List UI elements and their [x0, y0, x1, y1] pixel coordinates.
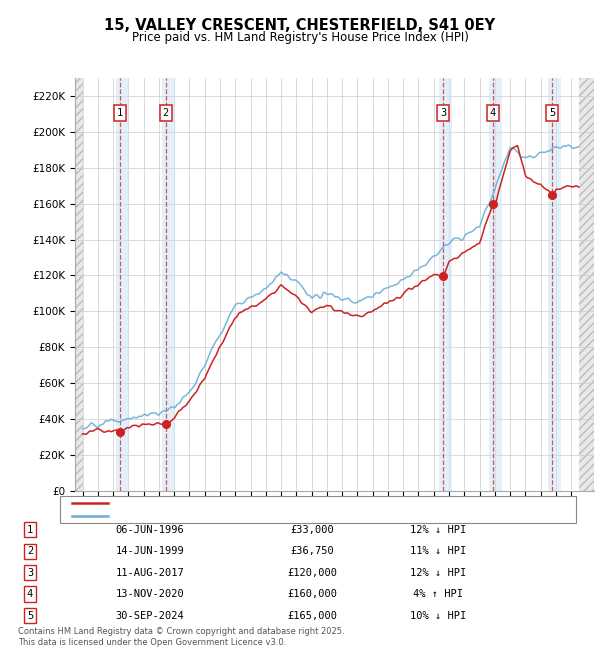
- Text: 4: 4: [490, 108, 496, 118]
- Bar: [548, 78, 561, 491]
- Bar: [439, 78, 452, 491]
- Text: £165,000: £165,000: [287, 610, 337, 621]
- Bar: [75, 78, 83, 491]
- Bar: [75, 78, 83, 491]
- Bar: [579, 78, 594, 491]
- Text: 15, VALLEY CRESCENT, CHESTERFIELD, S41 0EY (semi-detached house): 15, VALLEY CRESCENT, CHESTERFIELD, S41 0…: [114, 498, 464, 508]
- Text: HPI: Average price, semi-detached house, Chesterfield: HPI: Average price, semi-detached house,…: [114, 511, 381, 521]
- Text: 3: 3: [27, 567, 33, 578]
- Text: £160,000: £160,000: [287, 589, 337, 599]
- Bar: [162, 78, 175, 491]
- Text: 2: 2: [163, 108, 169, 118]
- Text: 12% ↓ HPI: 12% ↓ HPI: [410, 567, 466, 578]
- Text: 1: 1: [116, 108, 123, 118]
- Text: 5: 5: [27, 610, 33, 621]
- Text: 1: 1: [27, 525, 33, 535]
- Text: £33,000: £33,000: [290, 525, 334, 535]
- Text: 5: 5: [549, 108, 555, 118]
- Text: Price paid vs. HM Land Registry's House Price Index (HPI): Price paid vs. HM Land Registry's House …: [131, 31, 469, 44]
- Text: 13-NOV-2020: 13-NOV-2020: [116, 589, 184, 599]
- Text: 06-JUN-1996: 06-JUN-1996: [116, 525, 184, 535]
- Text: 10% ↓ HPI: 10% ↓ HPI: [410, 610, 466, 621]
- Bar: [116, 78, 129, 491]
- Text: £120,000: £120,000: [287, 567, 337, 578]
- Text: 11% ↓ HPI: 11% ↓ HPI: [410, 546, 466, 556]
- Bar: [579, 78, 594, 491]
- Text: 2: 2: [27, 546, 33, 556]
- Text: 4% ↑ HPI: 4% ↑ HPI: [413, 589, 463, 599]
- Text: 12% ↓ HPI: 12% ↓ HPI: [410, 525, 466, 535]
- Bar: [489, 78, 502, 491]
- Text: 3: 3: [440, 108, 446, 118]
- Text: 15, VALLEY CRESCENT, CHESTERFIELD, S41 0EY: 15, VALLEY CRESCENT, CHESTERFIELD, S41 0…: [104, 18, 496, 33]
- Text: 30-SEP-2024: 30-SEP-2024: [116, 610, 184, 621]
- Text: 11-AUG-2017: 11-AUG-2017: [116, 567, 184, 578]
- Text: 4: 4: [27, 589, 33, 599]
- Text: 14-JUN-1999: 14-JUN-1999: [116, 546, 184, 556]
- Text: Contains HM Land Registry data © Crown copyright and database right 2025.
This d: Contains HM Land Registry data © Crown c…: [18, 627, 344, 647]
- Text: £36,750: £36,750: [290, 546, 334, 556]
